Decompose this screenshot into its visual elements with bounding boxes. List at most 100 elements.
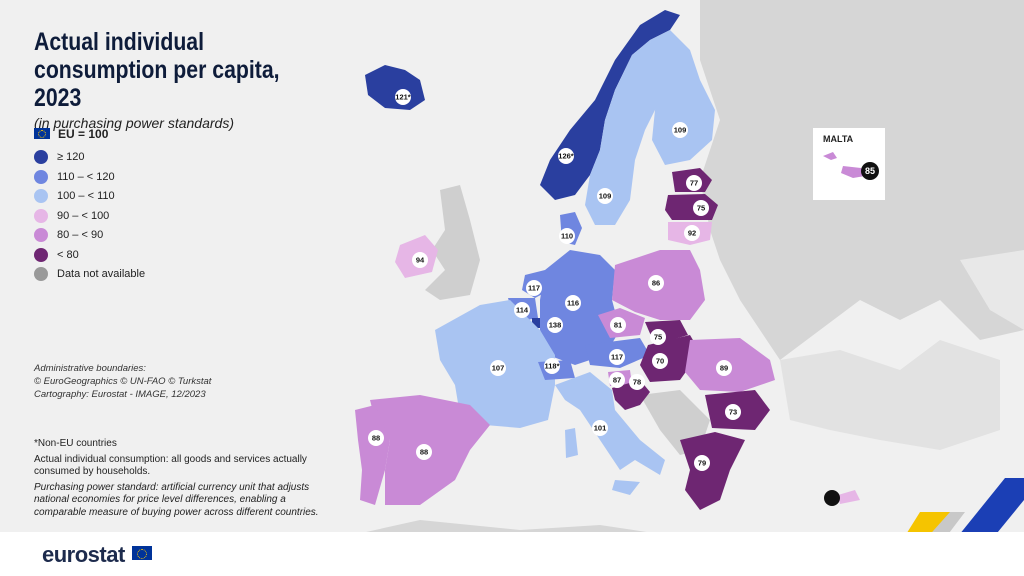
malta-inset: MALTA 85 — [813, 128, 885, 200]
footer: eurostat — [0, 532, 1024, 576]
country-germany[interactable] — [540, 250, 620, 365]
notes: *Non-EU countries Actual individual cons… — [34, 438, 324, 522]
value-badge-italy — [592, 420, 608, 436]
value-label-switzerland: 118* — [544, 362, 559, 371]
legend-item: Data not available — [34, 265, 145, 285]
note-non-eu: *Non-EU countries — [34, 438, 117, 449]
legend-swatch — [34, 247, 48, 262]
country-sweden[interactable] — [585, 40, 660, 225]
value-badge-bulgaria — [725, 404, 741, 420]
legend: EU = 100 ≥ 120 110 – < 120 100 – < 110 90 –… — [34, 124, 145, 284]
value-badge-croatia — [629, 374, 645, 390]
eu-flag-icon — [34, 128, 50, 140]
admin-line2: © EuroGeographics © UN-FAO © Turkstat — [34, 376, 212, 387]
value-label-belgium: 114 — [516, 306, 529, 315]
value-label-sweden: 109 — [599, 192, 612, 201]
country-portugal[interactable] — [355, 405, 390, 505]
legend-item: 90 – < 100 — [34, 206, 145, 226]
value-label-latvia: 75 — [697, 204, 705, 213]
legend-label: 110 – < 120 — [57, 170, 115, 183]
legend-item: 80 – < 90 — [34, 226, 145, 246]
value-label-germany: 116 — [567, 299, 579, 308]
value-label-croatia: 78 — [633, 378, 641, 387]
value-badge-switzerland — [544, 358, 560, 374]
value-badge-estonia — [686, 175, 702, 191]
legend-label: 100 – < 110 — [57, 190, 115, 203]
malta-inset-title: MALTA — [823, 134, 854, 144]
legend-swatch — [34, 169, 48, 184]
legend-label: Data not available — [57, 268, 146, 281]
eurostat-logo[interactable]: eurostat — [42, 542, 125, 567]
legend-item: ≥ 120 — [34, 148, 145, 168]
value-badge-hungary — [652, 353, 668, 369]
value-label-lithuania: 92 — [688, 229, 696, 238]
value-label-poland: 86 — [652, 279, 660, 288]
value-badge-germany — [565, 295, 581, 311]
value-badge-belgium — [514, 302, 530, 318]
country-sardinia[interactable] — [565, 428, 578, 458]
country-italy[interactable] — [555, 372, 665, 475]
country-malta[interactable] — [823, 152, 865, 178]
legend-swatch — [34, 189, 48, 204]
value-label-netherlands: 117 — [528, 284, 540, 293]
value-badge-sweden — [597, 188, 613, 204]
title-block: Actual individual consumption per capita… — [34, 28, 334, 131]
value-badge-luxembourg — [547, 317, 563, 333]
legend-swatch — [34, 208, 48, 223]
malta-value: 85 — [865, 166, 875, 176]
value-label-cyprus: 99 — [828, 494, 836, 503]
page-title: Actual individual consumption per capita… — [34, 28, 280, 112]
value-badge-lithuania — [684, 225, 700, 241]
value-label-portugal: 88 — [372, 434, 380, 443]
legend-item: 100 – < 110 — [34, 187, 145, 207]
value-label-france: 107 — [492, 364, 505, 373]
value-label-bulgaria: 73 — [729, 408, 737, 417]
legend-item: < 80 — [34, 245, 145, 265]
value-badge-poland — [648, 275, 664, 291]
legend-swatch — [34, 267, 48, 282]
value-badge-portugal — [368, 430, 384, 446]
value-label-italy: 101 — [594, 424, 607, 433]
value-label-austria: 117 — [611, 353, 623, 362]
value-label-ireland: 94 — [416, 256, 425, 265]
country-greece[interactable] — [680, 432, 745, 510]
value-label-slovakia: 75 — [654, 333, 662, 342]
value-label-finland: 109 — [674, 126, 687, 135]
value-badge-romania — [716, 360, 732, 376]
eu-flag-icon — [132, 546, 152, 560]
value-label-iceland: 121* — [395, 93, 411, 102]
value-label-spain: 88 — [420, 448, 428, 457]
value-label-hungary: 70 — [656, 357, 664, 366]
country-finland[interactable] — [650, 30, 715, 165]
legend-eu-label: EU = 100 — [58, 126, 109, 141]
malta-badge — [861, 162, 879, 180]
value-badge-finland — [672, 122, 688, 138]
legend-label: 80 – < 90 — [57, 229, 104, 242]
value-badge-denmark — [559, 228, 575, 244]
value-badge-spain — [416, 444, 432, 460]
value-badge-latvia — [693, 200, 709, 216]
value-label-romania: 89 — [720, 364, 728, 373]
value-badge-slovenia — [609, 372, 625, 388]
value-label-czechia: 81 — [614, 321, 622, 330]
country-hungary[interactable] — [640, 335, 700, 382]
value-label-norway: 126* — [558, 152, 574, 161]
value-label-greece: 79 — [698, 459, 706, 468]
admin-line3: Cartography: Eurostat - IMAGE, 12/2023 — [34, 389, 206, 400]
legend-item: 110 – < 120 — [34, 167, 145, 187]
value-label-estonia: 77 — [690, 179, 698, 188]
value-badge-cyprus — [824, 490, 840, 506]
admin-credits: Administrative boundaries: © EuroGeograp… — [34, 362, 211, 401]
legend-eu-row: EU = 100 — [34, 124, 145, 144]
value-badge-greece — [694, 455, 710, 471]
page-subtitle: (in purchasing power standards) — [34, 115, 234, 131]
country-sicily[interactable] — [612, 480, 640, 495]
country-cyprus[interactable] — [838, 490, 860, 504]
legend-swatch — [34, 228, 48, 243]
value-label-denmark: 110 — [561, 232, 573, 241]
note-pps: Purchasing power standard: artificial cu… — [34, 481, 319, 518]
legend-swatch — [34, 150, 48, 165]
value-badge-iceland — [395, 89, 411, 105]
value-badge-france — [490, 360, 506, 376]
value-badge-austria — [609, 349, 625, 365]
